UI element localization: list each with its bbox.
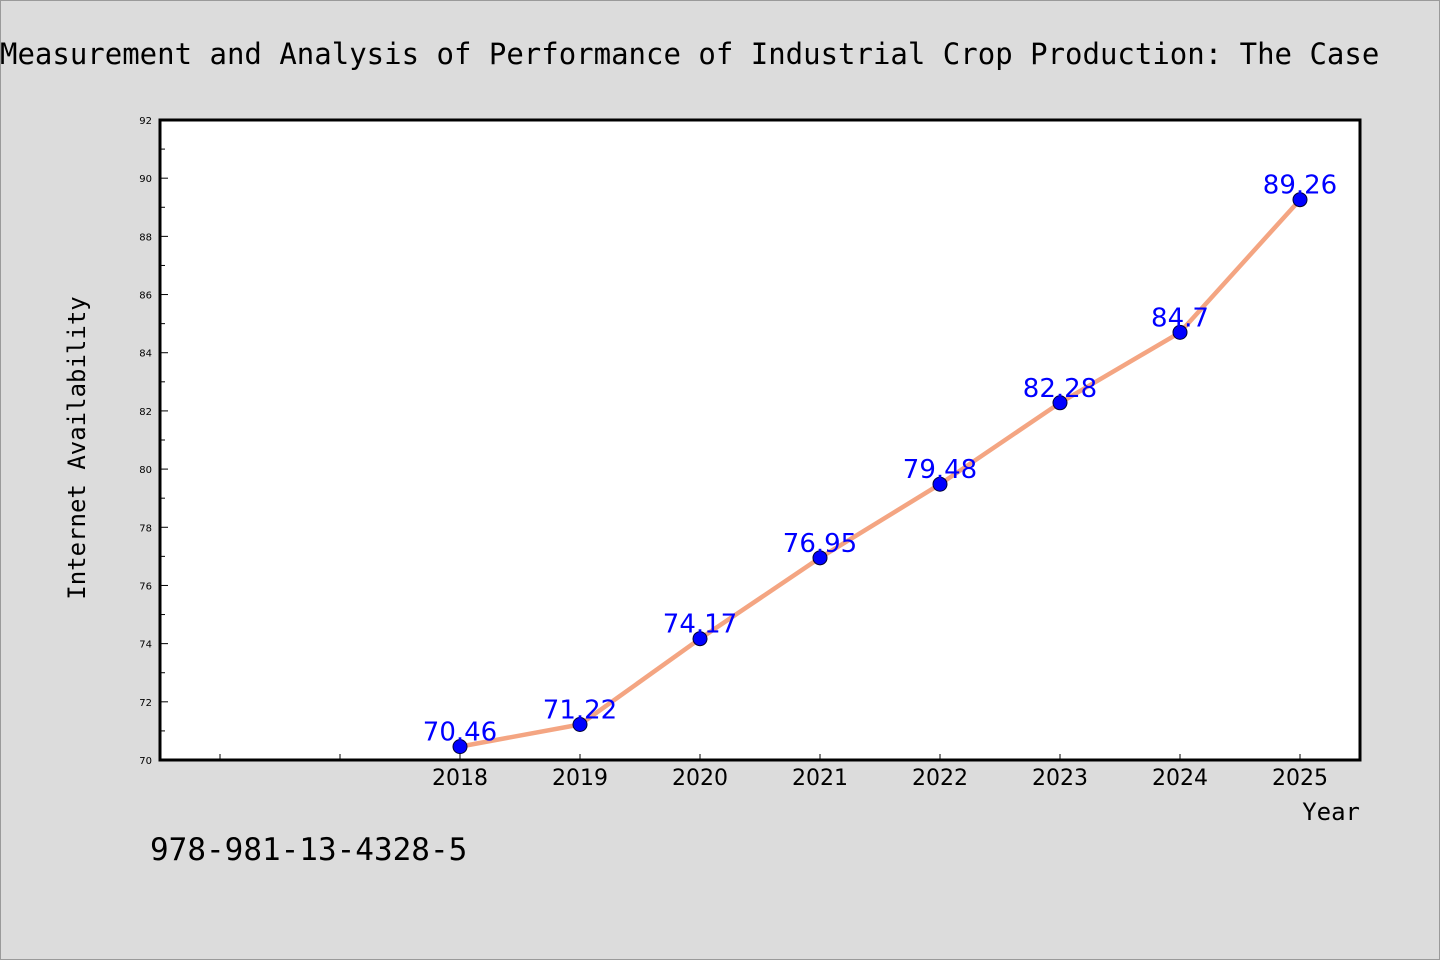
plot-area xyxy=(160,120,1360,760)
x-tick-label: 2022 xyxy=(912,766,968,791)
data-label: 89.26 xyxy=(1263,171,1337,201)
data-label: 84.7 xyxy=(1151,303,1209,333)
y-tick-label: 86 xyxy=(139,291,152,302)
y-tick-label: 92 xyxy=(139,116,152,127)
y-tick-label: 90 xyxy=(139,174,152,185)
y-tick-label: 78 xyxy=(139,523,152,534)
data-label: 74.17 xyxy=(663,610,737,640)
data-point xyxy=(812,550,828,566)
data-label: 82.28 xyxy=(1023,374,1097,404)
x-tick-label: 2020 xyxy=(672,766,728,791)
chart-title: Measurement and Analysis of Performance … xyxy=(0,37,1380,71)
data-labels: 70.46 71.22 74.17 76.95 79.48 82.28 84.7 89.26 xyxy=(423,171,1337,748)
x-tick-label: 2018 xyxy=(432,766,488,791)
data-point xyxy=(692,631,708,647)
y-tick-label: 70 xyxy=(139,756,152,767)
y-tick-label: 82 xyxy=(139,407,152,418)
data-point xyxy=(452,739,468,755)
x-tick-label: 2021 xyxy=(792,766,848,791)
y-tick-label: 74 xyxy=(139,640,152,651)
data-point xyxy=(1052,395,1068,411)
data-point xyxy=(932,476,948,492)
y-tick-label: 80 xyxy=(139,465,152,476)
x-axis-ticks: 2018 2019 2020 2021 2022 2023 2024 2025 xyxy=(219,754,1328,791)
plot-border xyxy=(158,118,1362,762)
x-axis-label: Year xyxy=(1302,798,1360,826)
y-tick-label: 72 xyxy=(139,698,152,709)
data-point xyxy=(1172,324,1188,340)
data-point xyxy=(572,717,588,733)
data-point xyxy=(1292,192,1308,208)
x-tick-label: 2025 xyxy=(1272,766,1328,791)
data-label: 76.95 xyxy=(783,529,857,559)
series-line xyxy=(459,198,1302,749)
y-tick-label: 84 xyxy=(139,349,152,360)
y-tick-label: 88 xyxy=(139,232,152,243)
data-label: 70.46 xyxy=(423,718,497,748)
y-axis-label: Internet Availability xyxy=(63,296,91,599)
x-tick-label: 2023 xyxy=(1032,766,1088,791)
data-label: 71.22 xyxy=(543,696,617,726)
x-tick-label: 2019 xyxy=(552,766,608,791)
data-label: 79.48 xyxy=(903,455,977,485)
y-tick-label: 76 xyxy=(139,581,152,592)
data-markers xyxy=(452,192,1308,755)
isbn-text: 978-981-13-4328-5 xyxy=(150,832,468,868)
x-tick-label: 2024 xyxy=(1152,766,1208,791)
